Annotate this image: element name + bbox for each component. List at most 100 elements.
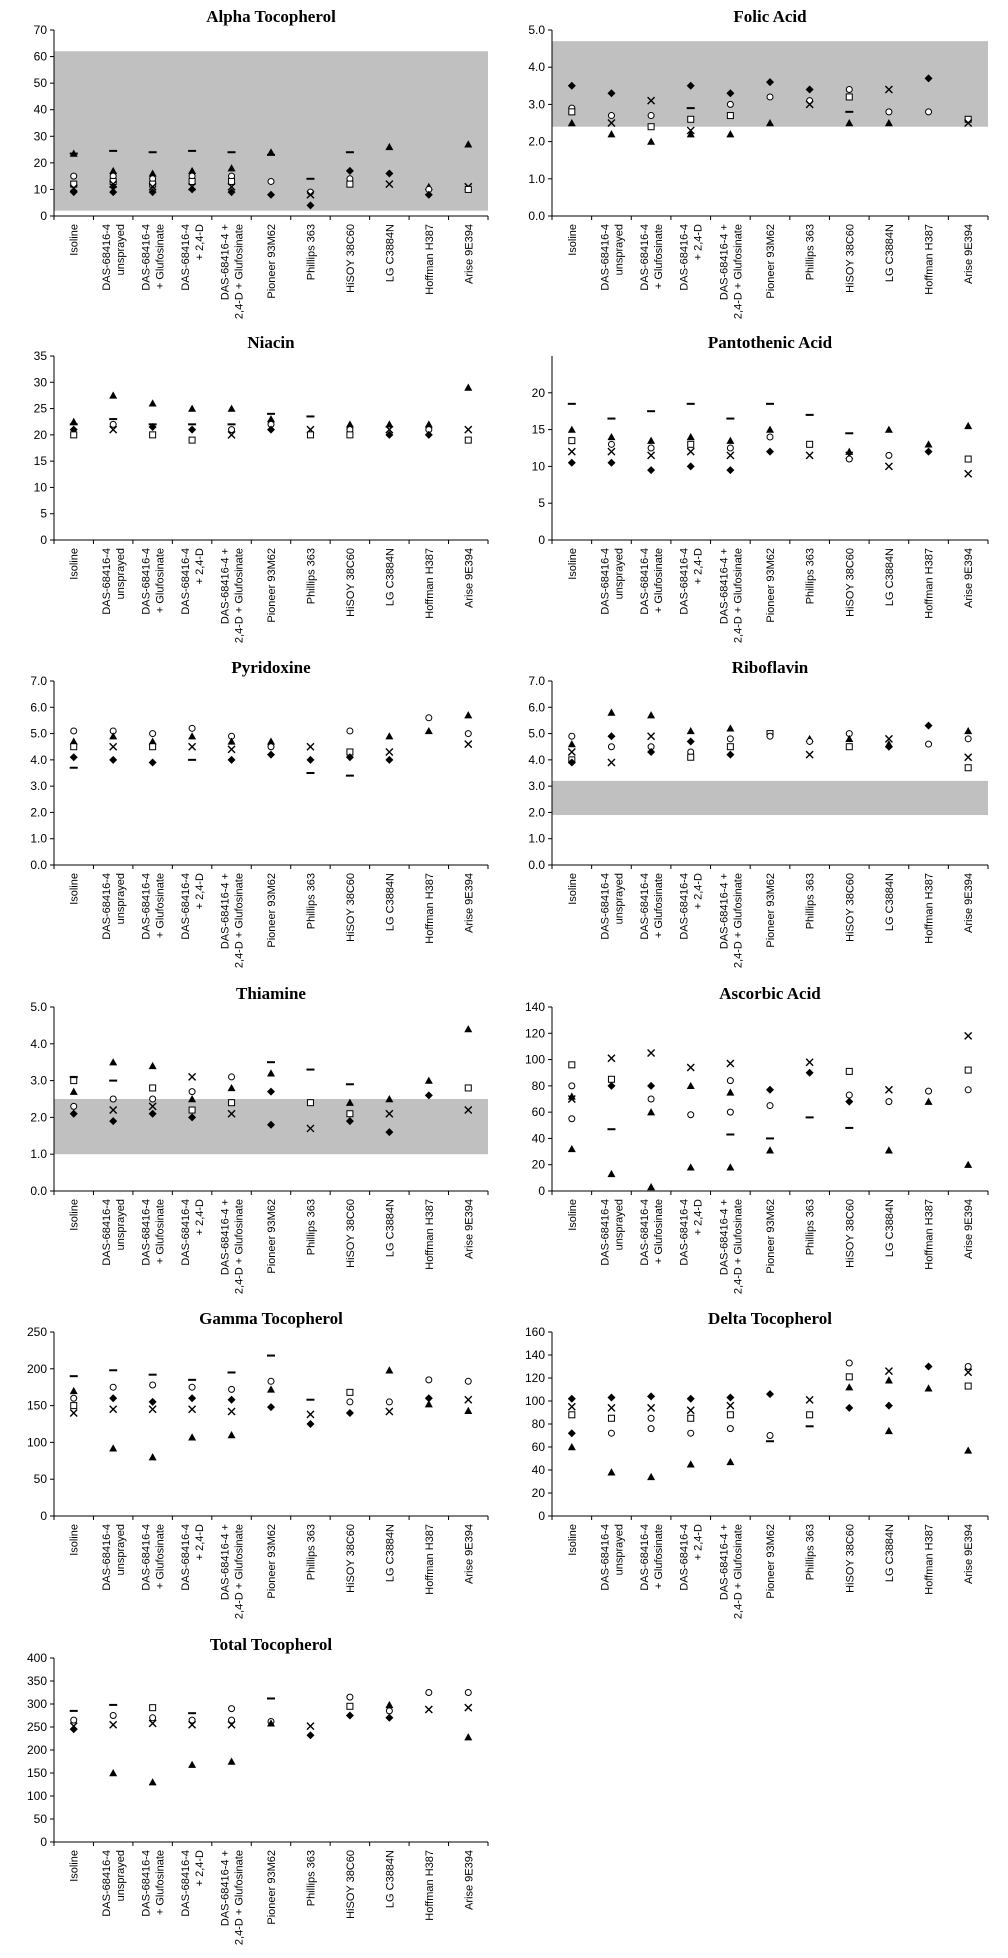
data-point-circle: [149, 1381, 157, 1389]
x-category-label: DAS-68416-4: [679, 1199, 691, 1266]
y-tick-label: 250: [27, 1325, 47, 1339]
data-point-x: [607, 447, 616, 456]
data-point-circle: [568, 1115, 576, 1123]
data-point-diamond: [148, 758, 157, 767]
data-point-x: [726, 1059, 735, 1068]
data-point-square: [149, 1704, 157, 1712]
data-point-diamond: [345, 166, 354, 175]
data-point-triangle: [924, 440, 933, 448]
data-point-circle: [385, 1398, 393, 1406]
data-point-triangle: [647, 436, 656, 444]
x-category-label: unsprayed: [115, 224, 127, 275]
data-point-square: [346, 180, 354, 188]
data-point-circle: [726, 444, 734, 452]
y-tick-label: 4.0: [30, 1037, 47, 1051]
y-tick-label: 60: [34, 50, 48, 64]
x-category-label: DAS-68416-4: [639, 1524, 651, 1591]
data-point-triangle: [567, 425, 576, 433]
data-point-circle: [806, 737, 814, 745]
chart-panel: Total Tocopherol 0 50 100 150 200 250 300 350 400…: [27, 1635, 489, 1945]
data-point-circle: [964, 735, 972, 743]
x-category-label: Isoline: [69, 1850, 81, 1882]
data-point-circle: [149, 1095, 157, 1103]
data-point-circle: [267, 743, 275, 751]
x-category-label: LG C3884N: [384, 873, 396, 931]
x-category-label: + 2,4-D: [693, 224, 705, 260]
data-point-square: [149, 1084, 157, 1092]
y-tick-label: 4.0: [528, 753, 545, 767]
data-point-triangle: [686, 1081, 695, 1090]
data-point-square: [346, 1388, 354, 1396]
x-category-label: LG C3884N: [384, 548, 396, 606]
x-category-label: + Glufosinate: [155, 548, 167, 613]
data-point-x: [805, 1395, 814, 1404]
data-point-diamond: [567, 81, 576, 90]
data-point-circle: [687, 1111, 695, 1119]
data-point-square: [149, 743, 157, 751]
x-category-label: DAS-68416-4: [141, 873, 153, 940]
x-category-label: + 2,4-D: [693, 1524, 705, 1560]
y-tick-label: 5.0: [30, 727, 47, 741]
data-point-circle: [607, 440, 615, 448]
data-point-circle: [149, 1714, 157, 1722]
data-point-x: [805, 451, 814, 460]
y-tick-label: 100: [27, 1435, 47, 1449]
data-point-diamond: [345, 1408, 354, 1417]
x-category-label: LG C3884N: [384, 224, 396, 282]
data-point-square: [70, 743, 78, 751]
data-point-triangle: [647, 1472, 656, 1481]
y-tick-label: 30: [34, 129, 48, 143]
data-point-triangle: [385, 1700, 394, 1709]
data-point-circle: [267, 177, 275, 185]
data-point-x: [464, 1106, 473, 1115]
data-point-circle: [346, 727, 354, 735]
data-point-circle: [70, 727, 78, 735]
y-tick-label: 3.0: [528, 97, 545, 111]
data-point-diamond: [345, 753, 354, 762]
data-point-triangle: [227, 404, 236, 412]
x-category-label: + 2,4-D: [194, 1199, 206, 1235]
data-point-diamond: [766, 1390, 774, 1399]
data-point-triangle: [464, 140, 473, 148]
chart-panel: Pyridoxine 0.0 1.0 2.0 3.0 4.0 5.0 6.0 7.0 Isolin…: [30, 658, 489, 968]
data-point-x: [306, 742, 315, 751]
x-category-label: DAS-68416-4 +: [718, 1199, 730, 1275]
data-point-diamond: [647, 466, 656, 475]
x-category-label: DAS-68416-4 +: [718, 873, 730, 949]
data-point-circle: [607, 112, 615, 120]
y-tick-label: 160: [525, 1325, 545, 1339]
data-point-diamond: [647, 1392, 656, 1401]
data-point-diamond: [647, 1081, 656, 1090]
y-tick-label: 70: [34, 23, 48, 37]
x-category-label: HiSOY 38C60: [345, 873, 357, 942]
x-category-label: HiSOY 38C60: [345, 224, 357, 293]
x-category-label: + Glufosinate: [155, 224, 167, 289]
data-point-diamond: [647, 747, 656, 756]
data-point-x: [964, 1368, 973, 1377]
data-point-diamond: [607, 1393, 616, 1402]
y-tick-label: 10: [532, 459, 546, 473]
data-point-diamond: [766, 447, 774, 456]
data-point-circle: [109, 1712, 117, 1719]
y-tick-label: 2.0: [528, 135, 545, 149]
x-category-label: + 2,4-D: [194, 548, 206, 584]
data-point-square: [845, 93, 853, 101]
data-point-diamond: [726, 750, 735, 759]
data-point-x: [464, 1703, 473, 1712]
y-tick-label: 20: [532, 1158, 546, 1172]
x-category-label: DAS-68416-4 +: [718, 224, 730, 300]
data-point-circle: [925, 108, 933, 116]
data-point-x: [964, 119, 973, 127]
y-tick-label: 10: [34, 182, 48, 196]
data-point-diamond: [227, 1395, 236, 1404]
data-point-triangle: [464, 1733, 473, 1741]
x-category-label: Phillips 363: [805, 1199, 817, 1255]
x-category-label: DAS-68416-4: [180, 548, 192, 615]
x-category-label: Hoffman H387: [424, 1199, 436, 1270]
y-tick-label: 2.0: [30, 1110, 47, 1124]
data-point-circle: [687, 1429, 695, 1437]
x-category-label: Hoffman H387: [924, 224, 936, 295]
x-category-label: Arise 9E394: [963, 224, 975, 284]
x-category-label: DAS-68416-4: [639, 873, 651, 940]
data-point-circle: [149, 730, 157, 738]
